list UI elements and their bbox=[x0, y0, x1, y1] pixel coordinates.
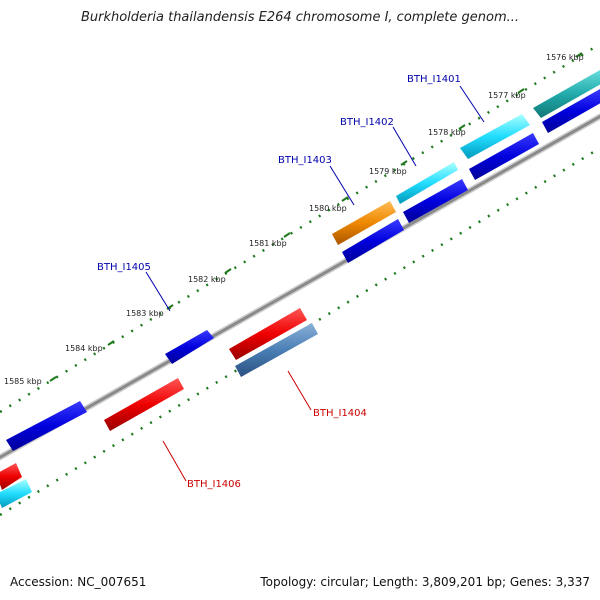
gene-label-BTH_I1403[interactable]: BTH_I1403 bbox=[278, 155, 332, 166]
ruler-label-1582: 1582 kbp bbox=[188, 275, 226, 284]
gene-feature-red-inner[interactable] bbox=[229, 308, 307, 360]
leader-line-1401 bbox=[459, 85, 485, 123]
major-tick bbox=[458, 124, 466, 130]
ruler-label-1580: 1580 kbp bbox=[309, 204, 347, 213]
ruler-label-1584: 1584 kbp bbox=[65, 344, 103, 353]
leader-line-1404 bbox=[287, 370, 312, 411]
ruler-label-1585: 1585 kbp bbox=[4, 377, 42, 386]
accession-text: Accession: NC_007651 bbox=[10, 575, 147, 589]
reverse-strand-track bbox=[0, 323, 318, 508]
gene-feature-blue-inner[interactable] bbox=[403, 179, 468, 223]
gene-feature-teal[interactable] bbox=[533, 70, 600, 118]
major-tick bbox=[224, 268, 232, 274]
leader-line-1403 bbox=[329, 165, 355, 206]
ruler-label-1579: 1579 kbp bbox=[369, 167, 407, 176]
gene-feature-steel[interactable] bbox=[235, 323, 318, 377]
gene-feature-cyan-left[interactable] bbox=[0, 479, 32, 508]
major-tick bbox=[517, 88, 525, 94]
gene-feature-cyan[interactable] bbox=[460, 114, 530, 159]
ruler-label-1583: 1583 kbp bbox=[126, 309, 164, 318]
gene-label-BTH_I1406[interactable]: BTH_I1406 bbox=[187, 479, 241, 490]
major-tick bbox=[575, 52, 583, 58]
gene-feature-blue-inner[interactable] bbox=[542, 89, 600, 133]
major-tick bbox=[341, 196, 349, 202]
ruler-label-1578: 1578 kbp bbox=[428, 128, 466, 137]
major-tick-group bbox=[49, 52, 583, 382]
gene-feature-orange[interactable] bbox=[332, 201, 396, 245]
gene-label-BTH_I1404[interactable]: BTH_I1404 bbox=[313, 408, 367, 419]
gene-feature-cyan-small[interactable] bbox=[396, 162, 458, 204]
forward-strand-track bbox=[6, 70, 600, 451]
major-tick bbox=[49, 376, 57, 382]
leader-line-1406 bbox=[162, 440, 187, 482]
gene-feature-blue[interactable] bbox=[165, 330, 214, 364]
major-tick bbox=[107, 340, 115, 346]
major-tick bbox=[400, 160, 408, 166]
major-tick bbox=[283, 232, 291, 238]
gene-label-BTH_I1405[interactable]: BTH_I1405 bbox=[97, 262, 151, 273]
chromosome-backbone-core bbox=[0, 114, 600, 460]
ruler-label-1581: 1581 kbp bbox=[249, 239, 287, 248]
gene-feature-blue-left[interactable] bbox=[6, 401, 87, 451]
ruler-label-1577: 1577 kbp bbox=[488, 91, 526, 100]
gene-feature-red-left[interactable] bbox=[0, 463, 22, 490]
ruler-label-1576: 1576 kbp bbox=[546, 53, 584, 62]
label-leaders bbox=[145, 85, 485, 482]
gene-feature-blue-inner[interactable] bbox=[342, 219, 404, 263]
gene-feature-red[interactable] bbox=[104, 378, 184, 431]
leader-line-1405 bbox=[145, 271, 171, 312]
leader-line-1402 bbox=[392, 126, 417, 167]
genome-stats-text: Topology: circular; Length: 3,809,201 bp… bbox=[260, 575, 590, 589]
gene-label-BTH_I1401[interactable]: BTH_I1401 bbox=[407, 74, 461, 85]
map-title: Burkholderia thailandensis E264 chromoso… bbox=[80, 10, 520, 25]
gene-label-BTH_I1402[interactable]: BTH_I1402 bbox=[340, 117, 394, 128]
gene-feature-blue-inner[interactable] bbox=[469, 133, 539, 180]
forward-strand-track-inner bbox=[229, 89, 600, 360]
